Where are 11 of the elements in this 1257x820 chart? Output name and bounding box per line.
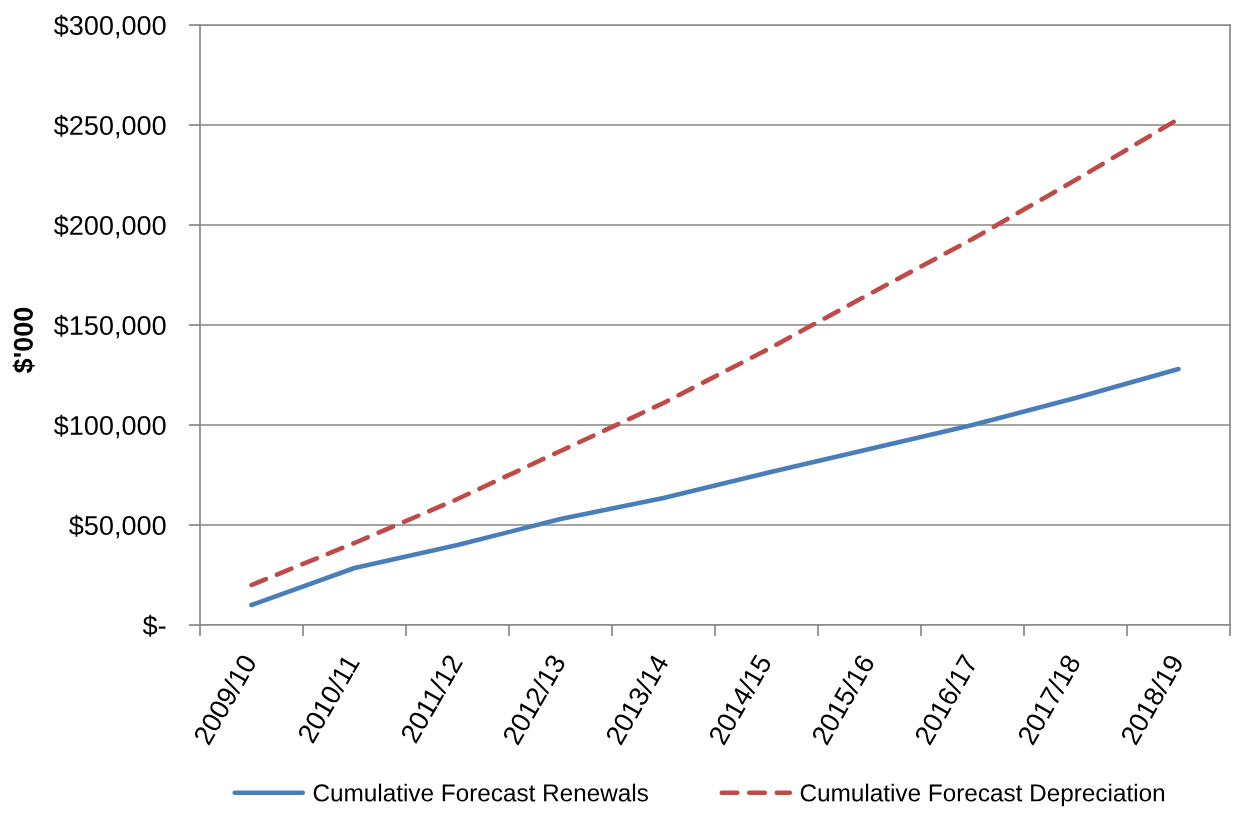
line-series [249,366,1181,608]
legend-label: Cumulative Forecast Renewals [313,783,648,802]
y-tick-label: $300,000 [54,14,166,39]
y-tick-label: $150,000 [54,314,166,339]
legend-label: Cumulative Forecast Depreciation [800,783,1165,807]
y-tick-label: $100,000 [54,414,166,439]
y-tick-label: $- [142,614,166,637]
y-tick-label: $200,000 [54,214,166,239]
y-tick-label: $250,000 [54,114,166,139]
y-axis-title: $'000 [12,307,35,373]
y-tick-label: $50,000 [69,514,166,539]
